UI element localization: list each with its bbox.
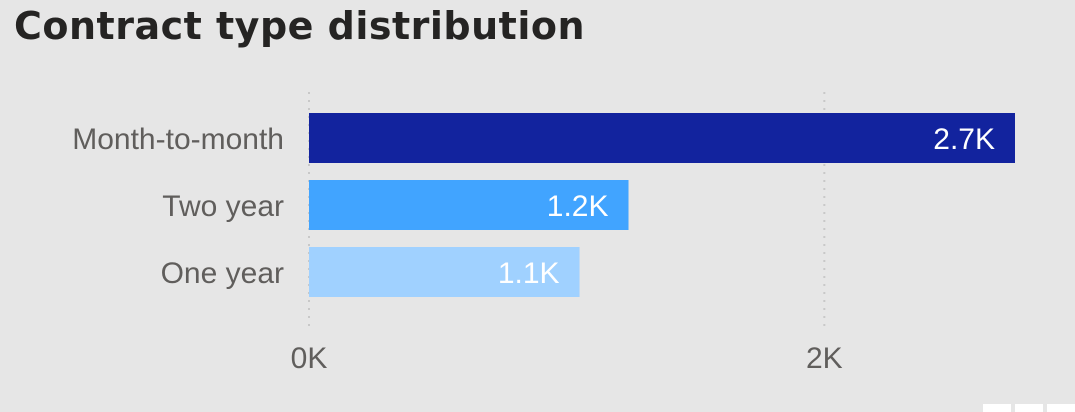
bar[interactable] <box>309 113 1015 163</box>
bar[interactable] <box>309 247 580 297</box>
chart-title: Contract type distribution <box>14 4 586 48</box>
visual-header-controls <box>983 404 1075 412</box>
data-label: 1.1K <box>498 257 560 290</box>
category-label: Month-to-month <box>72 123 284 156</box>
category-labels: Month-to-month Two year One year <box>72 123 284 290</box>
data-labels: 2.7K 1.2K 1.1K <box>498 123 995 290</box>
x-axis-tick-labels: 0K 2K <box>291 342 843 375</box>
x-tick-label: 2K <box>806 342 843 375</box>
corner-mark <box>983 404 1011 412</box>
corner-mark <box>1047 404 1075 412</box>
data-label: 1.2K <box>547 190 609 223</box>
bars <box>309 113 1015 297</box>
corner-mark <box>1015 404 1043 412</box>
data-label: 2.7K <box>933 123 995 156</box>
x-tick-label: 0K <box>291 342 328 375</box>
category-label: Two year <box>162 190 284 223</box>
bar[interactable] <box>309 180 629 230</box>
category-label: One year <box>161 257 284 290</box>
